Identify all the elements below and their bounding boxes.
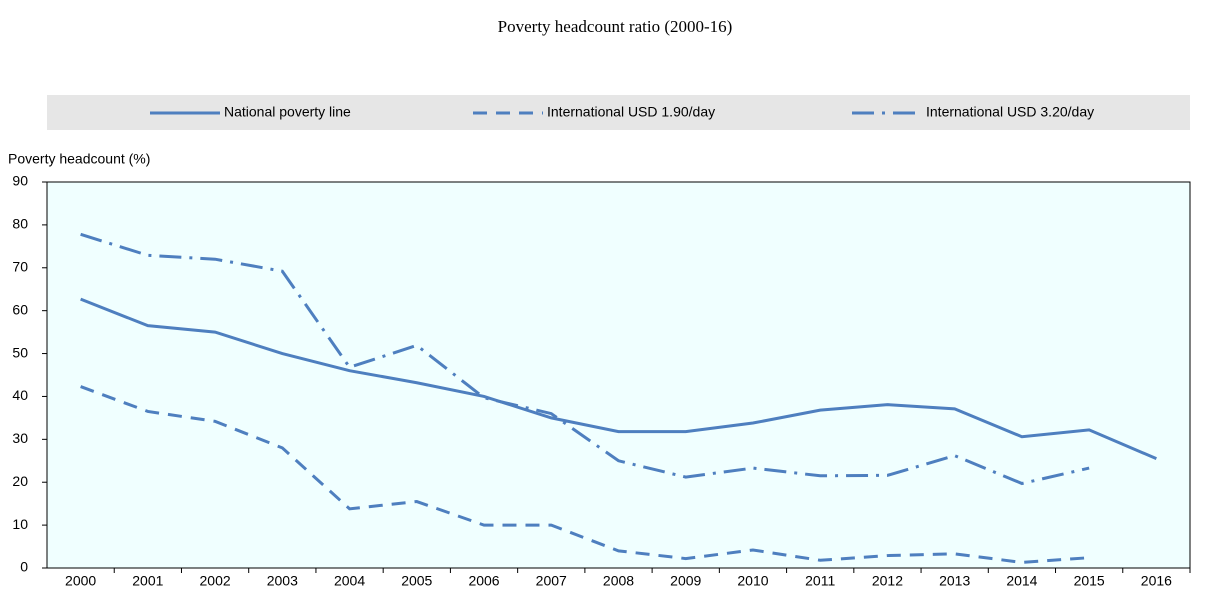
x-tick-label: 2004 xyxy=(334,573,365,589)
x-tick-label: 2003 xyxy=(267,573,298,589)
x-tick-label: 2016 xyxy=(1141,573,1172,589)
y-axis-label: Poverty headcount (%) xyxy=(8,151,150,167)
plot-area xyxy=(46,181,1191,569)
y-tick-label: 10 xyxy=(12,516,28,532)
legend-label: International USD 1.90/day xyxy=(547,104,715,120)
legend-label: National poverty line xyxy=(224,104,351,120)
x-tick-label: 2014 xyxy=(1006,573,1037,589)
y-tick-label: 90 xyxy=(12,173,28,189)
x-tick-label: 2000 xyxy=(65,573,96,589)
x-tick-label: 2005 xyxy=(401,573,432,589)
x-tick-label: 2010 xyxy=(737,573,768,589)
data-line xyxy=(80,232,1090,486)
y-tick-label: 0 xyxy=(20,559,28,575)
y-tick-label: 50 xyxy=(12,344,28,360)
x-tick-label: 2008 xyxy=(603,573,634,589)
y-tick-label: 20 xyxy=(12,473,28,489)
y-tick-label: 30 xyxy=(12,430,28,446)
y-tick-label: 80 xyxy=(12,216,28,232)
data-line xyxy=(80,297,1157,461)
x-tick-label: 2009 xyxy=(670,573,701,589)
x-tick-label: 2007 xyxy=(536,573,567,589)
x-tick-label: 2013 xyxy=(939,573,970,589)
x-tick-label: 2006 xyxy=(468,573,499,589)
y-tick-label: 40 xyxy=(12,387,28,403)
x-tick-label: 2002 xyxy=(200,573,231,589)
x-tick-label: 2011 xyxy=(805,573,835,589)
x-tick-label: 2001 xyxy=(132,573,163,589)
y-tick-label: 70 xyxy=(12,258,28,274)
chart-title: Poverty headcount ratio (2000-16) xyxy=(498,17,733,36)
x-tick-label: 2015 xyxy=(1074,573,1105,589)
legend-background xyxy=(47,95,1190,130)
data-line xyxy=(80,385,1090,564)
legend-label: International USD 3.20/day xyxy=(926,104,1094,120)
y-tick-label: 60 xyxy=(12,301,28,317)
x-tick-label: 2012 xyxy=(872,573,903,589)
